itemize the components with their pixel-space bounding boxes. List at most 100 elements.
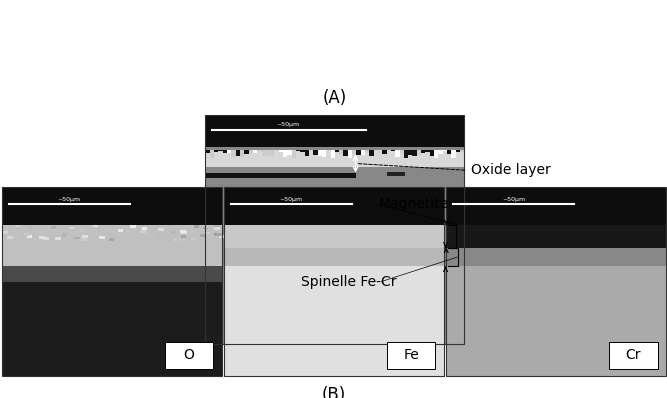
Bar <box>283 150 287 157</box>
Bar <box>205 115 464 344</box>
Bar <box>421 150 426 153</box>
Bar <box>7 236 13 238</box>
Bar <box>158 228 164 231</box>
Bar <box>118 229 123 232</box>
Bar <box>317 150 322 156</box>
Bar <box>279 150 283 152</box>
Bar <box>43 238 49 240</box>
Bar <box>438 150 443 154</box>
Bar <box>27 226 32 229</box>
Bar <box>609 342 658 369</box>
Bar <box>204 232 209 234</box>
Bar <box>266 150 270 156</box>
Text: Cr: Cr <box>626 348 641 362</box>
Bar <box>181 231 187 234</box>
Bar <box>235 150 240 156</box>
Bar <box>352 150 356 154</box>
Bar <box>396 150 400 157</box>
Bar <box>408 150 412 155</box>
Bar <box>339 150 344 154</box>
Bar <box>213 233 219 236</box>
Bar <box>426 150 430 152</box>
Bar <box>83 235 88 238</box>
Bar <box>39 236 45 239</box>
Bar <box>180 238 186 241</box>
Bar <box>51 226 57 229</box>
Text: ~50µm: ~50µm <box>279 197 303 202</box>
Bar <box>356 150 361 155</box>
Bar <box>205 115 464 344</box>
Bar <box>305 150 309 156</box>
Bar <box>223 150 227 153</box>
Text: Oxide layer: Oxide layer <box>471 163 551 178</box>
Bar <box>205 173 356 178</box>
Bar <box>261 150 266 156</box>
Bar <box>81 238 87 241</box>
Bar <box>14 236 19 239</box>
Bar <box>382 150 387 154</box>
Bar <box>189 231 195 234</box>
Bar <box>231 150 235 157</box>
Bar <box>205 150 464 167</box>
Bar <box>430 150 434 156</box>
Bar <box>443 150 447 151</box>
Bar <box>387 342 436 369</box>
Bar <box>296 150 300 152</box>
Text: ~50µm: ~50µm <box>277 123 299 127</box>
Bar <box>2 225 222 267</box>
Bar <box>55 238 61 240</box>
Text: (A): (A) <box>323 90 347 107</box>
Bar <box>62 233 68 236</box>
Bar <box>322 150 326 156</box>
Bar <box>446 187 666 225</box>
Bar <box>74 236 79 240</box>
Bar <box>105 224 111 227</box>
Bar <box>446 248 666 267</box>
Bar <box>61 234 66 237</box>
Bar <box>446 225 666 248</box>
Bar <box>205 225 210 228</box>
Bar <box>2 187 222 376</box>
Bar <box>209 150 214 158</box>
Bar <box>224 225 444 248</box>
Bar <box>253 150 257 154</box>
Bar <box>313 150 317 155</box>
Bar <box>215 228 220 230</box>
Bar <box>452 150 456 158</box>
Bar <box>348 150 352 158</box>
Bar <box>205 150 209 153</box>
Bar <box>99 236 105 239</box>
Bar <box>191 237 197 240</box>
Bar <box>3 231 8 234</box>
Text: Fe: Fe <box>404 348 419 362</box>
Bar <box>157 234 162 237</box>
Bar <box>141 230 146 233</box>
Bar <box>2 267 222 281</box>
Bar <box>131 225 136 228</box>
Bar <box>370 150 374 156</box>
Bar <box>224 187 444 225</box>
Bar <box>400 150 404 153</box>
Bar <box>177 238 183 241</box>
Bar <box>200 234 205 237</box>
Bar <box>173 238 179 241</box>
Bar <box>227 150 231 153</box>
Bar <box>257 150 261 152</box>
Text: O: O <box>183 348 195 362</box>
Bar <box>344 150 348 156</box>
Bar <box>165 342 213 369</box>
Bar <box>391 150 396 151</box>
Bar <box>27 235 32 238</box>
Bar <box>412 150 417 156</box>
Bar <box>24 233 30 236</box>
Bar <box>446 187 666 376</box>
Bar <box>387 172 405 176</box>
Text: Spinelle Fe-Cr: Spinelle Fe-Cr <box>301 275 397 289</box>
Text: Magnétite: Magnétite <box>378 197 448 211</box>
Bar <box>300 150 305 152</box>
Bar <box>446 187 666 376</box>
Bar <box>244 150 249 154</box>
Bar <box>109 238 114 241</box>
Bar <box>224 187 444 376</box>
Bar <box>178 238 183 241</box>
